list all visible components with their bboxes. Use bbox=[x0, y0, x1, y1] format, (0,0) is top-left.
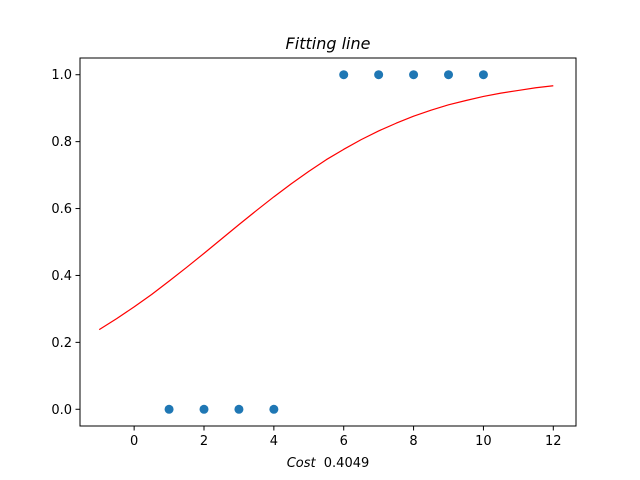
data-point bbox=[374, 70, 384, 80]
x-tick-label: 8 bbox=[409, 434, 417, 449]
fitting-line bbox=[98, 85, 554, 331]
data-point bbox=[339, 70, 349, 80]
data-point bbox=[409, 70, 419, 80]
data-point bbox=[164, 404, 174, 414]
y-tick-label: 1.0 bbox=[51, 68, 72, 83]
y-tick-label: 0.4 bbox=[51, 269, 72, 284]
chart-title: Fitting line bbox=[286, 34, 371, 53]
x-tick-label: 4 bbox=[270, 434, 278, 449]
y-tick-label: 0.0 bbox=[51, 403, 72, 418]
y-tick-label: 0.8 bbox=[51, 135, 72, 150]
plot-area: 0 2 4 6 8 10 12 0.0 0.2 0.4 0.6 0.8 1.0 bbox=[51, 57, 577, 449]
data-point bbox=[444, 70, 454, 80]
x-tick-label: 0 bbox=[130, 434, 138, 449]
y-tick-label: 0.2 bbox=[51, 336, 72, 351]
data-point bbox=[269, 404, 279, 414]
y-tick-label: 0.6 bbox=[51, 202, 72, 217]
x-axis-label: Cost 0.4049 bbox=[287, 456, 370, 471]
data-point bbox=[234, 404, 244, 414]
x-tick-label: 10 bbox=[475, 434, 492, 449]
x-axis-label-value: 0.4049 bbox=[324, 456, 370, 471]
data-point bbox=[199, 404, 209, 414]
data-point bbox=[478, 70, 488, 80]
data-layer bbox=[98, 70, 554, 414]
x-tick-label: 6 bbox=[340, 434, 348, 449]
x-axis-label-cost: Cost bbox=[287, 456, 317, 471]
axes-frame bbox=[79, 57, 577, 427]
x-tick-label: 12 bbox=[545, 434, 562, 449]
x-tick-label: 2 bbox=[200, 434, 208, 449]
